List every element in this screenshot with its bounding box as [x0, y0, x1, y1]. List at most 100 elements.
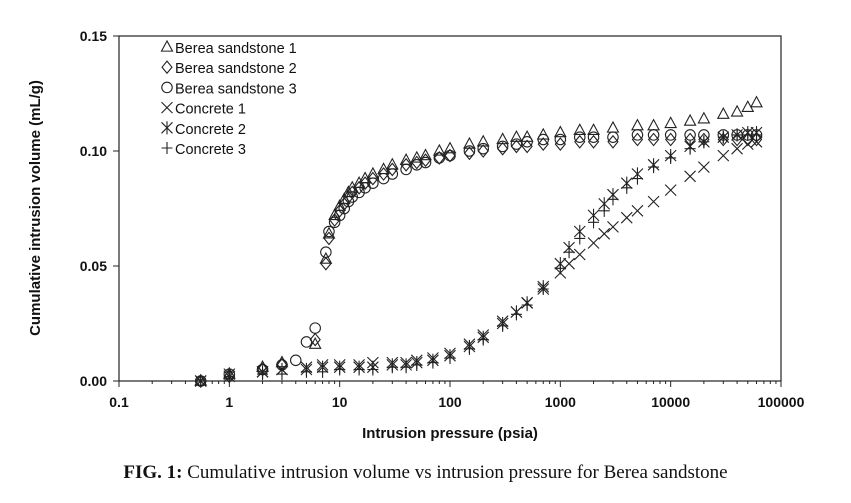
- data-point: [300, 336, 313, 348]
- x-axis-title: Intrusion pressure (psia): [362, 425, 538, 442]
- y-tick-label: 0.10: [80, 143, 107, 159]
- data-point: [647, 129, 660, 141]
- data-point: [537, 133, 550, 146]
- data-point: [386, 168, 399, 180]
- data-point: [536, 127, 550, 140]
- data-point: [647, 195, 660, 208]
- data-point: [334, 363, 346, 376]
- data-point: [510, 308, 522, 321]
- data-point: [400, 157, 412, 172]
- x-tick-label: 100000: [758, 394, 805, 410]
- y-tick-label: 0.15: [80, 28, 107, 44]
- data-point: [587, 131, 600, 143]
- data-point: [400, 361, 412, 374]
- legend-label: Concrete 1: [175, 102, 246, 118]
- data-point: [607, 134, 619, 149]
- data-point: [353, 363, 365, 376]
- data-point: [477, 144, 489, 158]
- data-point: [496, 140, 509, 153]
- data-point: [309, 332, 321, 347]
- data-point: [377, 172, 390, 185]
- data-point: [717, 149, 730, 162]
- data-point: [621, 181, 633, 194]
- data-point: [300, 365, 312, 378]
- legend-label: Berea sandstone 2: [175, 61, 297, 77]
- data-point: [598, 204, 610, 217]
- data-point: [698, 135, 710, 148]
- data-point: [309, 322, 321, 334]
- data-point: [563, 246, 575, 259]
- data-point: [664, 116, 678, 129]
- y-tick-label: 0.05: [80, 258, 107, 274]
- data-point: [751, 128, 763, 141]
- data-point: [665, 151, 677, 164]
- x-tick-label: 1: [225, 394, 233, 410]
- data-point: [607, 131, 619, 143]
- data-point: [463, 136, 476, 149]
- x-tick-label: 10000: [651, 394, 690, 410]
- data-point: [607, 221, 619, 233]
- y-tick-label: 0.00: [80, 373, 107, 389]
- data-point: [419, 156, 432, 169]
- data-point: [367, 171, 379, 186]
- data-marks: [194, 95, 763, 388]
- data-point: [367, 363, 379, 376]
- data-point: [496, 141, 509, 156]
- data-point: [607, 193, 619, 206]
- data-point: [554, 137, 566, 152]
- legend-entry: Berea sandstone 3: [161, 81, 297, 97]
- data-point: [257, 368, 269, 381]
- data-point: [400, 163, 412, 176]
- data-point: [573, 123, 587, 135]
- data-point: [521, 136, 533, 148]
- data-point: [386, 162, 398, 177]
- data-point: [573, 248, 586, 261]
- data-point: [684, 170, 696, 183]
- data-point: [606, 120, 620, 133]
- data-point: [587, 123, 600, 135]
- data-point: [463, 145, 476, 157]
- data-point: [537, 137, 549, 152]
- data-point: [410, 150, 424, 163]
- legend-symbol: [161, 101, 173, 114]
- data-point: [648, 161, 660, 174]
- data-point: [323, 231, 335, 246]
- legend-label: Concrete 2: [175, 122, 246, 138]
- figure-caption-label: FIG. 1:: [123, 462, 183, 483]
- data-point: [477, 142, 489, 155]
- axes: 0.1 1 10 100 1000 10000 100000 0.00 0.05 0.10 0.15: [80, 28, 805, 410]
- data-point: [223, 370, 235, 383]
- data-point: [741, 100, 755, 112]
- data-point: [308, 336, 322, 349]
- data-point: [573, 131, 586, 143]
- data-point: [377, 167, 390, 181]
- series-6: [195, 128, 763, 388]
- data-point: [665, 132, 677, 147]
- series-5: [194, 126, 763, 388]
- x-tick-label: 100: [438, 394, 462, 410]
- data-point: [195, 374, 207, 388]
- data-point: [731, 142, 743, 155]
- data-point: [443, 141, 457, 154]
- data-point: [338, 202, 351, 215]
- x-tick-label: 10: [332, 394, 348, 410]
- data-point: [276, 368, 288, 381]
- legend-symbol: [161, 141, 173, 155]
- data-point: [496, 132, 510, 145]
- legend-entry: Berea sandstone 1: [160, 39, 297, 57]
- data-point: [716, 106, 730, 119]
- data-point: [353, 186, 365, 199]
- data-point: [587, 237, 600, 249]
- x-tick-label: 1000: [545, 394, 576, 410]
- data-point: [664, 129, 677, 141]
- data-point: [631, 118, 644, 131]
- data-point: [322, 226, 336, 239]
- data-point: [289, 354, 302, 367]
- data-point: [477, 333, 489, 346]
- data-point: [631, 132, 644, 147]
- y-axis-title: Cumulative intrusion volume (mL/g): [27, 80, 44, 336]
- legend-entry: Berea sandstone 2: [161, 60, 297, 77]
- data-point: [563, 257, 575, 270]
- legend-symbol: [161, 121, 173, 135]
- data-point: [323, 225, 335, 238]
